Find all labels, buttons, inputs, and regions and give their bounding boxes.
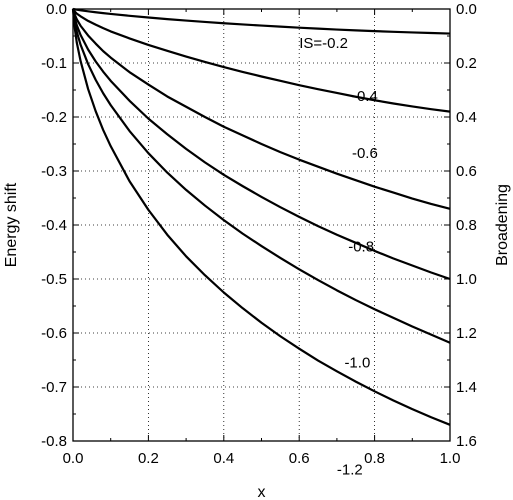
curve-label: -0.6 [352,145,378,162]
y-tick-label: -0.1 [41,55,67,72]
y2-tick-label: 0.8 [456,217,477,234]
series-lines [71,7,451,426]
y2-tick-label: 0.6 [456,163,477,180]
curve-labels: IS=-0.2 -0.4 -0.6 -0.8 -1.0 -1.2 [299,35,378,479]
y-tick-label: -0.2 [41,109,67,126]
y-tick-label: -0.6 [41,325,67,342]
curve-label: -0.8 [348,238,374,255]
y2-tick-label: 1.4 [456,379,477,396]
grid-lines [73,9,450,441]
tick-labels: 0.0 0.2 0.4 0.6 0.8 1.0 0.0 -0.1 -0.2 -0.3 -0.4 -0.… [41,1,477,467]
y2-tick-label: 1.2 [456,325,477,342]
curve-label: -0.4 [352,88,378,105]
x-tick-label: 0.0 [63,450,84,467]
y-tick-label: -0.4 [41,217,67,234]
y-tick-label: -0.5 [41,271,67,288]
y2-tick-label: 1.0 [456,271,477,288]
x-tick-label: 1.0 [440,450,461,467]
x-axis-label: x [258,484,266,500]
y-tick-label: -0.8 [41,433,67,450]
y2-tick-label: 1.6 [456,433,477,450]
series-line-5 [71,8,451,344]
x-tick-label: 0.8 [364,450,385,467]
series-line-6 [71,8,451,426]
y-tick-label: 0.0 [46,1,67,18]
x-tick-label: 0.6 [289,450,310,467]
y-tick-label: -0.3 [41,163,67,180]
x-tick-label: 0.2 [138,450,159,467]
series-line-2 [72,8,451,113]
y2-axis-label: Broadening [494,184,511,266]
y-axis-label: Energy shift [3,182,20,267]
axis-ticks [72,8,451,442]
y2-tick-label: 0.0 [456,1,477,18]
series-line-1 [72,7,451,35]
y2-tick-label: 0.4 [456,109,477,126]
curve-label: -1.2 [337,461,363,478]
y2-tick-label: 0.2 [456,55,477,72]
curve-label: IS=-0.2 [299,35,348,52]
y-tick-label: -0.7 [41,379,67,396]
curve-label: -1.0 [344,355,370,372]
series-line-4 [71,8,451,281]
x-tick-label: 0.4 [213,450,234,467]
series-line-3 [71,8,451,210]
